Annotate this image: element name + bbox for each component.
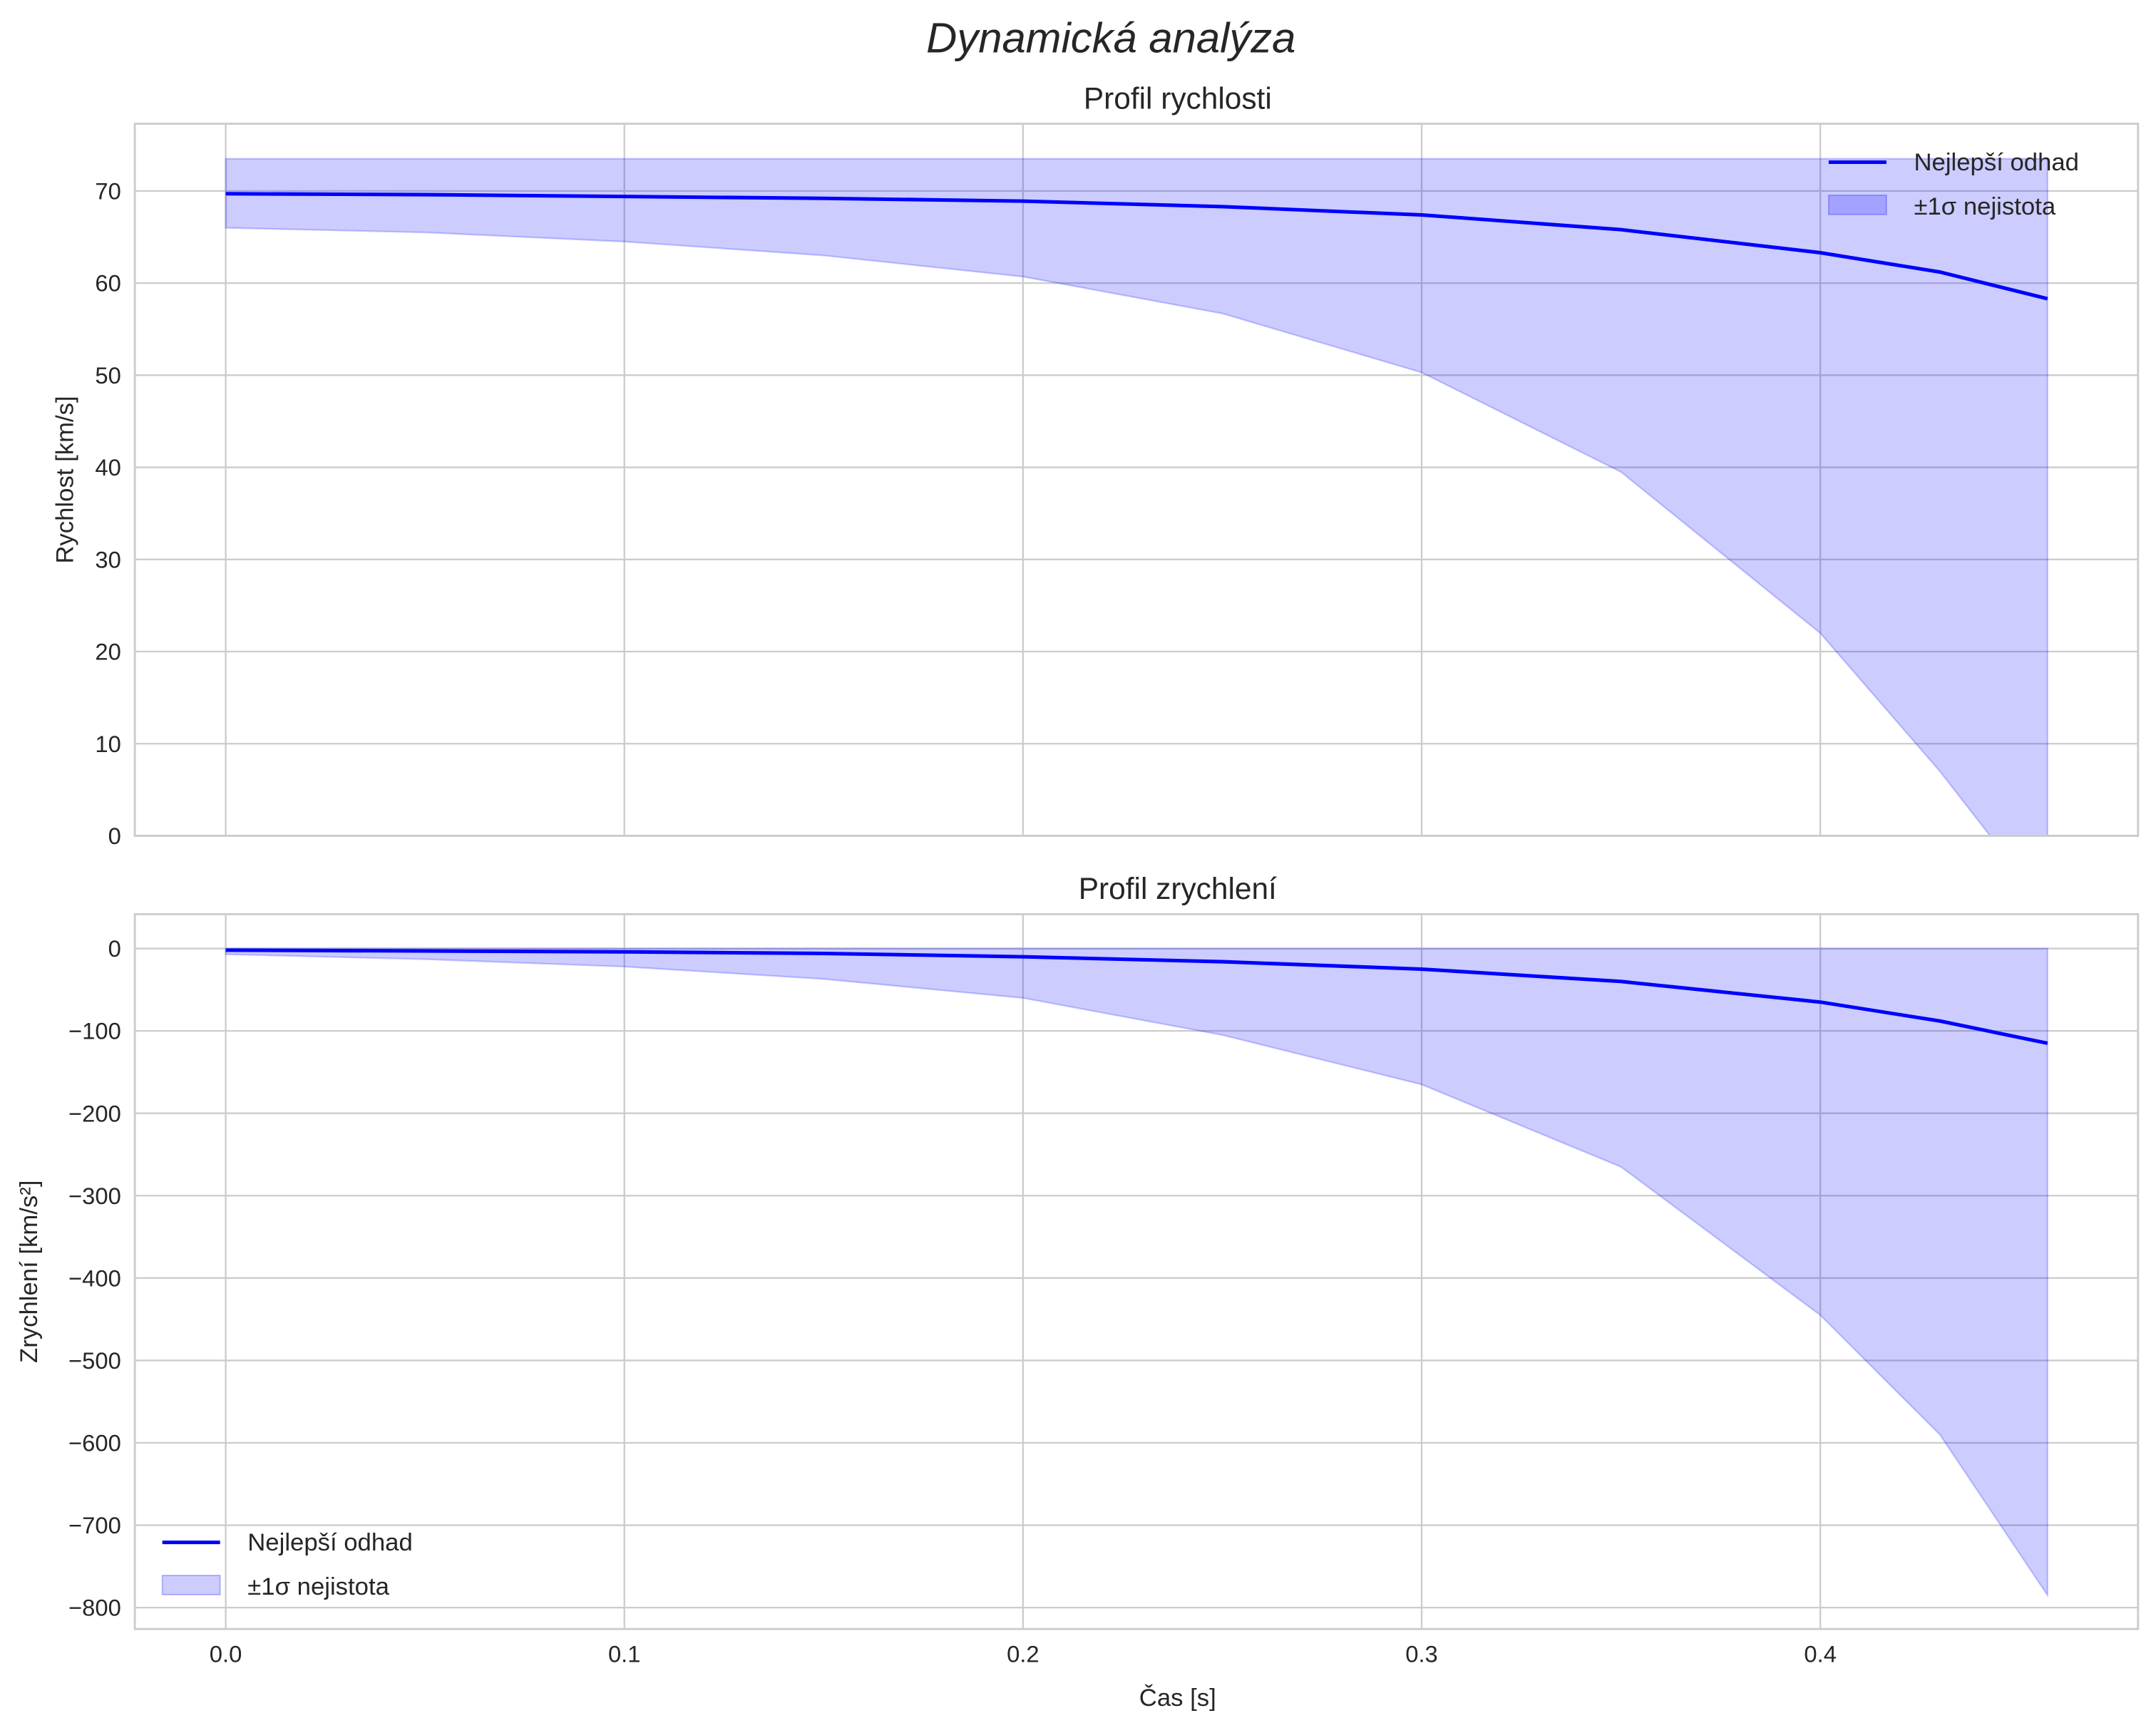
legend-label-best-estimate: Nejlepší odhad (247, 1529, 413, 1556)
axes-frame (133, 912, 2140, 1630)
y-axis-label: Zrychlení [km/s²] (16, 1181, 43, 1363)
y-tick-label: 20 (95, 639, 120, 665)
x-tick-label: 0.4 (1804, 1640, 1837, 1667)
legend-band-swatch (1827, 194, 1887, 215)
y-tick-label: 30 (95, 546, 120, 572)
x-tick-label: 0.2 (1007, 1640, 1040, 1667)
uncertainty-band (225, 947, 2049, 1598)
y-tick-label: −200 (68, 1100, 121, 1126)
best-estimate-line (225, 948, 2048, 1045)
subplot-title: Profil rychlosti (1084, 81, 1272, 115)
y-tick-label: 70 (95, 178, 120, 204)
subplot-1: 0 10 20 30 40 50 60 70 Profil rychlosti Rychlost … (51, 81, 2140, 849)
legend: Nejlepší odhad ±1σ nejistota (161, 1529, 413, 1600)
y-tick-label: −800 (68, 1595, 121, 1621)
x-tick-label: 0.3 (1405, 1640, 1438, 1667)
best-estimate-line (225, 192, 2048, 301)
y-tick-label: −600 (68, 1430, 121, 1456)
y-tick-label: 0 (108, 823, 121, 849)
y-tick-label: −700 (68, 1512, 121, 1538)
y-tick-label: 40 (95, 454, 120, 480)
legend-label-uncertainty: ±1σ nejistota (1914, 193, 2055, 220)
legend-label-best-estimate: Nejlepší odhad (1914, 149, 2079, 176)
legend-label-uncertainty: ±1σ nejistota (247, 1573, 389, 1600)
subplot-title: Profil zrychlení (1079, 872, 1277, 905)
y-tick-label: −500 (68, 1347, 121, 1374)
legend-band-swatch (161, 1574, 221, 1595)
y-tick-label: 0 (108, 935, 121, 962)
y-axis-label: Rychlost [km/s] (51, 396, 78, 563)
legend: Nejlepší odhad ±1σ nejistota (1827, 149, 2079, 220)
y-tick-label: −100 (68, 1018, 121, 1044)
subplot-2: 0 −100 −200 −300 −400 −500 −600 −700 −800 0.0 0.1 0… (16, 872, 2140, 1712)
y-tick-label: 50 (95, 362, 120, 389)
y-tick-label: 10 (95, 731, 120, 757)
x-tick-label: 0.1 (608, 1640, 641, 1667)
x-tick-label: 0.0 (210, 1640, 242, 1667)
y-tick-label: −300 (68, 1183, 121, 1209)
figure-title: Dynamická analýza (926, 14, 1295, 61)
axes-frame (133, 123, 2140, 837)
y-tick-label: 60 (95, 270, 120, 297)
x-axis-label: Čas [s] (1139, 1684, 1216, 1712)
uncertainty-band (225, 158, 2049, 836)
y-tick-label: −400 (68, 1265, 121, 1291)
